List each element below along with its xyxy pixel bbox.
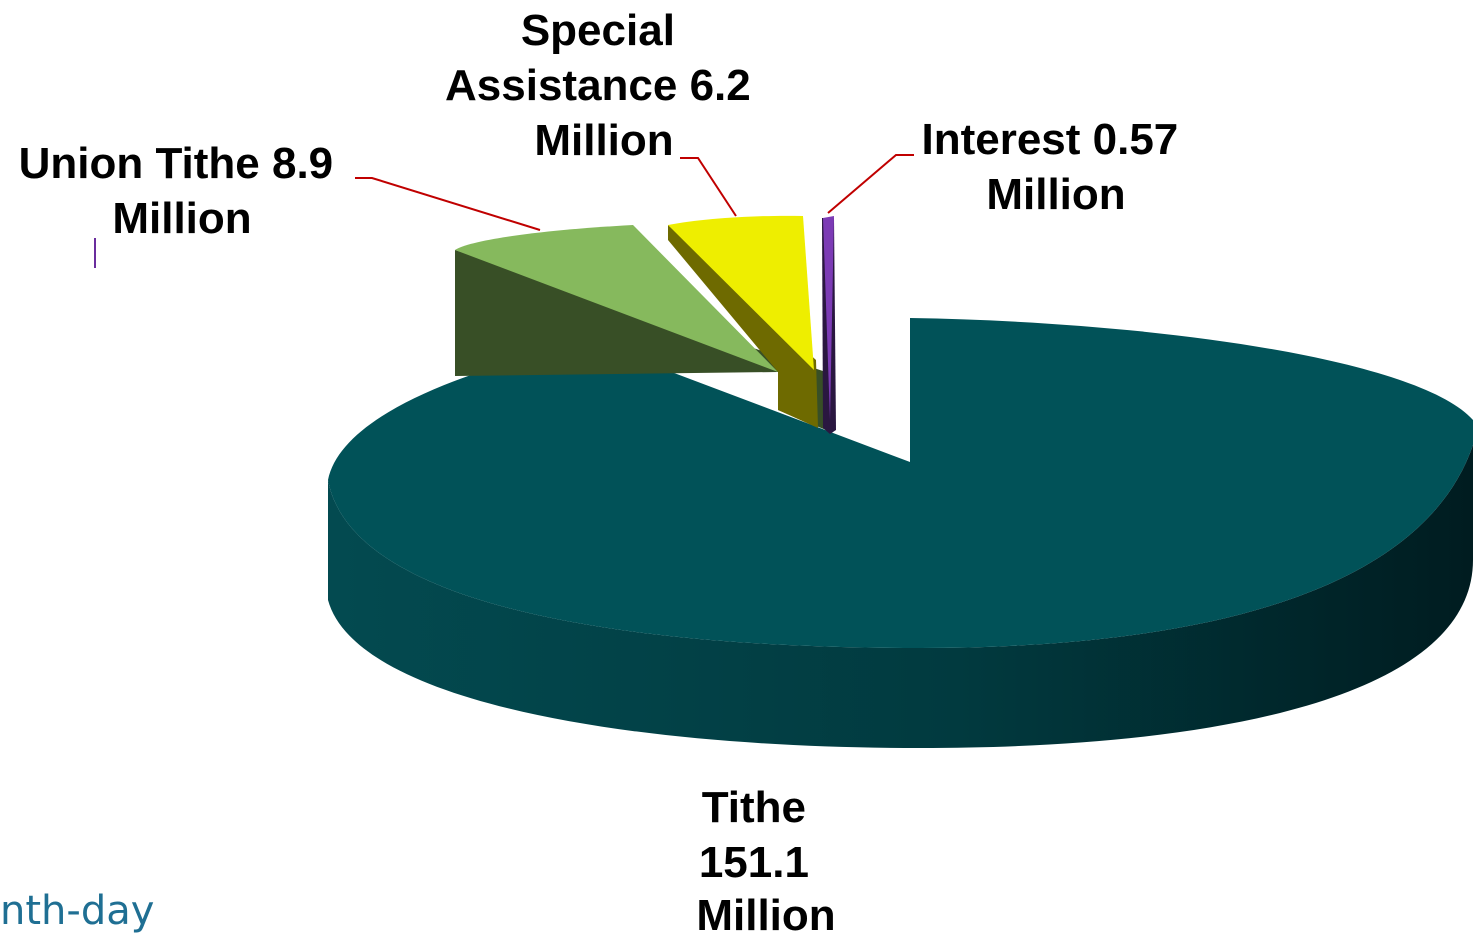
label-union-tithe: Union Tithe 8.9 Million — [19, 139, 346, 243]
leader-line-special-assistance — [680, 157, 737, 217]
slice-union-tithe-top — [455, 225, 778, 372]
leader-line-union-tithe — [355, 177, 541, 231]
slice-tithe-top — [328, 318, 1473, 648]
label-tithe: Tithe 151.1 Million — [696, 783, 835, 937]
label-special-assistance: Special Assistance 6.2 Million — [445, 6, 763, 165]
slice-special-assistance-top — [668, 215, 814, 370]
leader-line-interest — [827, 154, 914, 214]
slice-tithe-side — [328, 445, 1473, 748]
slice-interest-top — [823, 216, 834, 420]
footer-logo-text: nth-day — [0, 888, 155, 934]
label-interest: Interest 0.57 Million — [921, 115, 1190, 219]
slice-special-assistance-side — [668, 225, 818, 428]
slice-union-tithe-side — [455, 250, 826, 430]
